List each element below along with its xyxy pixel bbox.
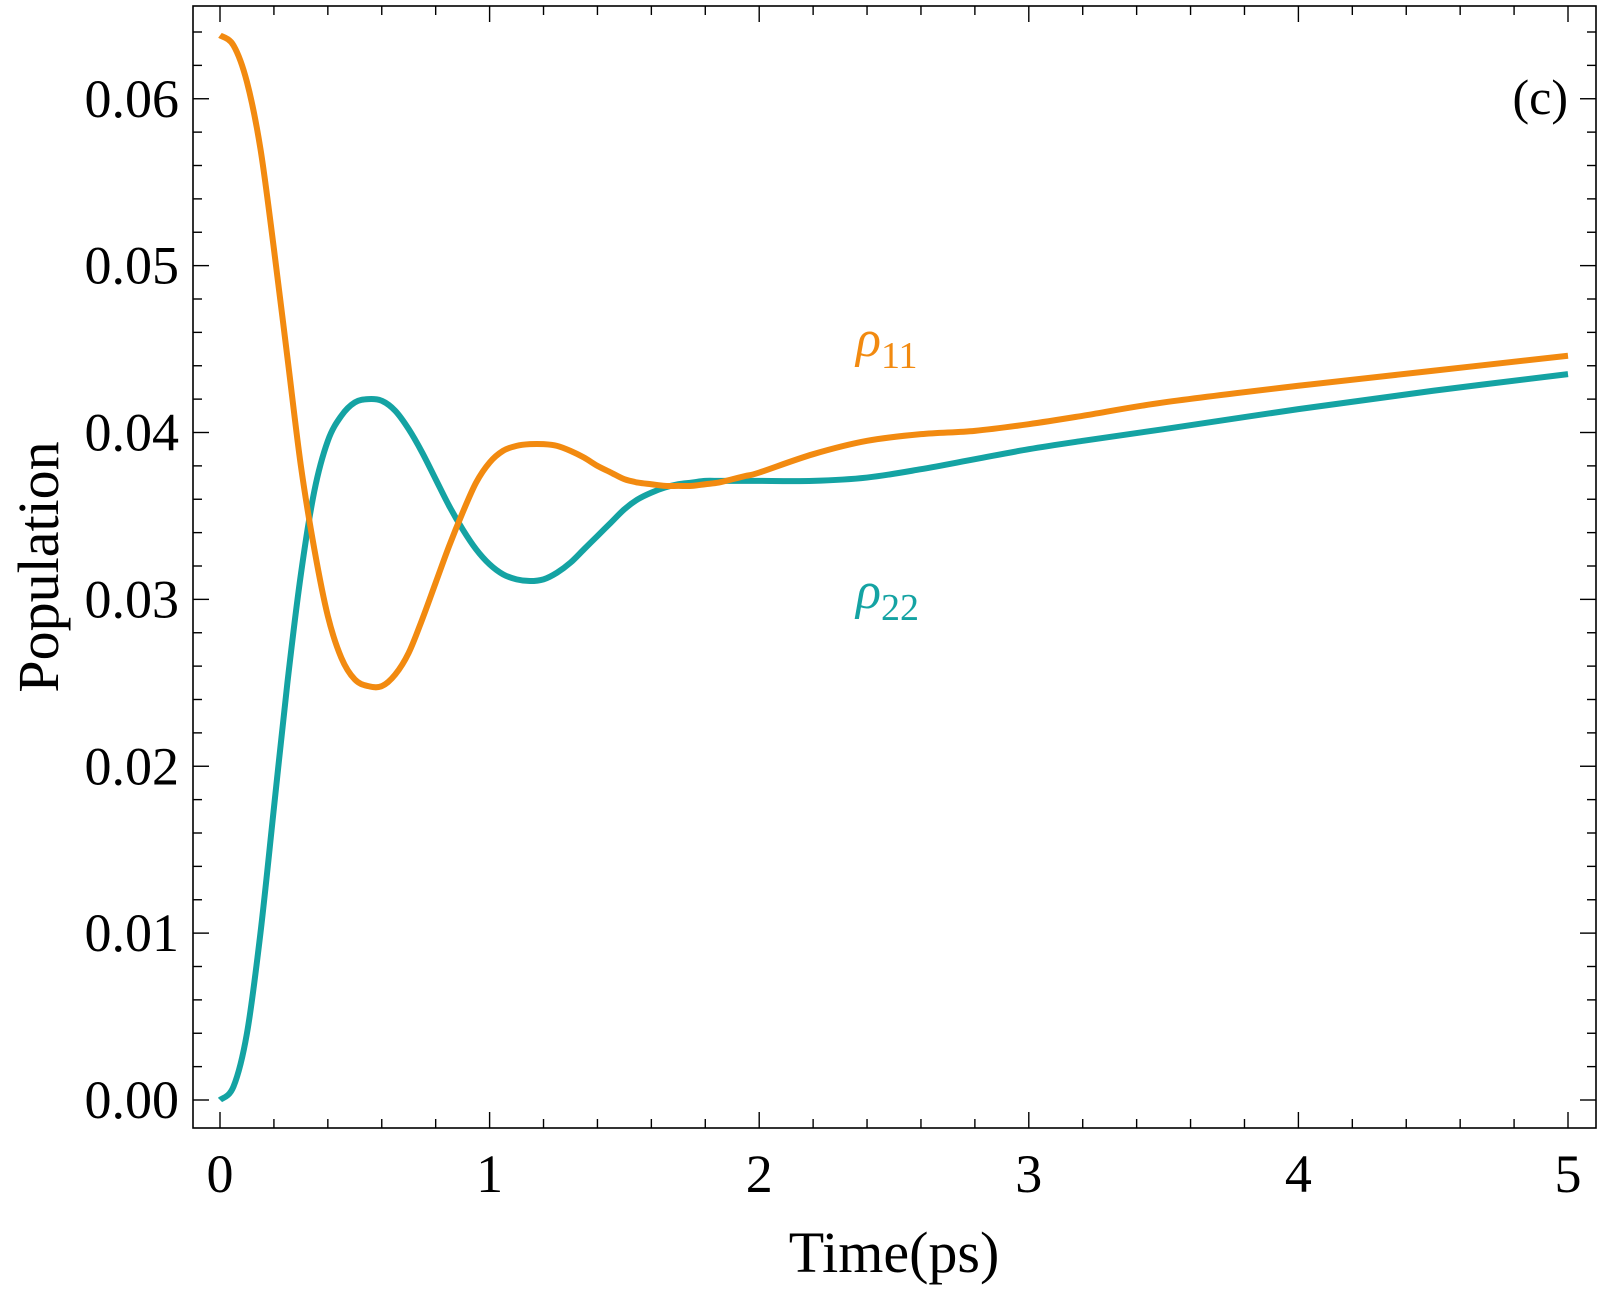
- rho11-symbol: ρ: [854, 311, 881, 368]
- x-axis-ticks: 0 1 2 3 4 5: [207, 6, 1582, 1204]
- y-tick-label: 0.00: [85, 1070, 180, 1130]
- y-axis-ticks: 0.00 0.01 0.02 0.03 0.04 0.05 0.06: [85, 31, 1596, 1130]
- x-axis-label: Time(ps): [789, 1220, 1000, 1285]
- y-tick-label: 0.05: [85, 236, 180, 296]
- x-tick-label: 2: [746, 1144, 773, 1204]
- y-tick-label: 0.03: [85, 569, 180, 629]
- y-tick-label: 0.06: [85, 69, 180, 129]
- y-tick-label: 0.04: [85, 403, 180, 463]
- panel-label: (c): [1513, 69, 1569, 125]
- rho22-symbol: ρ: [854, 563, 881, 620]
- series-label-rho11: ρ11: [854, 311, 918, 377]
- x-tick-label: 1: [476, 1144, 503, 1204]
- series-line-rho11: [218, 32, 1569, 691]
- x-tick-label: 0: [207, 1144, 234, 1204]
- rho22-subscript: 22: [881, 587, 919, 629]
- x-tick-label: 3: [1015, 1144, 1042, 1204]
- x-tick-label: 5: [1555, 1144, 1582, 1204]
- plot-frame: [192, 5, 1597, 1129]
- y-tick-label: 0.02: [85, 736, 180, 796]
- y-tick-label: 0.01: [85, 903, 180, 963]
- y-axis-label: Population: [6, 441, 71, 692]
- series-line-rho22: [217, 371, 1569, 1103]
- rho11-subscript: 11: [881, 335, 918, 377]
- series-lines: [217, 32, 1569, 1103]
- series-label-rho22: ρ22: [854, 563, 919, 629]
- x-tick-label: 4: [1285, 1144, 1312, 1204]
